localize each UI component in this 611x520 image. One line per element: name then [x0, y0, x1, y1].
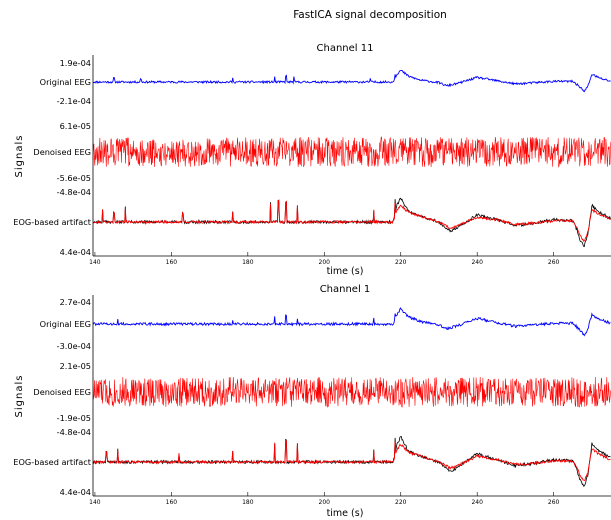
chart-panel-1: Channel 11 1.9e-04 Original EEG -2.1e-04 6.1…	[13, 43, 611, 277]
x-tick-label: 240	[471, 259, 483, 266]
series-1: 2.1e-05 Denoised EEG -1.9e-05	[33, 361, 611, 423]
series-line	[93, 70, 611, 93]
x-tick-label: 260	[548, 499, 560, 506]
series-bottom-value: -3.0e-04	[57, 341, 91, 351]
series-line	[92, 136, 611, 168]
x-tick-label: 200	[319, 259, 331, 266]
series-0: 1.9e-04 Original EEG -2.1e-04	[40, 58, 611, 106]
panels: Channel 11 1.9e-04 Original EEG -2.1e-04 6.1…	[13, 43, 611, 519]
series-top-value: 6.1e-05	[60, 121, 91, 131]
x-axis-label: time (s)	[327, 266, 364, 277]
series-line	[92, 199, 611, 242]
x-axis-label: time (s)	[327, 508, 364, 519]
figure-title: FastICA signal decomposition	[293, 9, 447, 21]
series-top-value: -4.8e-04	[57, 187, 91, 197]
x-tick-label: 180	[242, 499, 254, 506]
chart-title: Channel 11	[317, 43, 374, 54]
series-name: Denoised EEG	[33, 387, 91, 397]
series-0: 2.7e-04 Original EEG -3.0e-04	[40, 297, 611, 351]
series-bottom-value: -1.9e-05	[57, 413, 91, 423]
series-name: Original EEG	[40, 77, 91, 87]
series-top-value: 2.1e-05	[60, 361, 91, 371]
series-2: -4.8e-04 EOG-based artifact 4.4e-04	[13, 427, 611, 497]
series-line	[92, 307, 611, 337]
x-tick-label: 220	[395, 259, 407, 266]
chart-title: Channel 1	[320, 284, 371, 295]
series-bottom-value: -5.6e-05	[57, 173, 91, 183]
series-top-value: 2.7e-04	[60, 297, 91, 307]
series-name: Denoised EEG	[33, 147, 91, 157]
series-name: EOG-based artifact	[13, 217, 92, 227]
x-tick-label: 140	[89, 499, 101, 506]
series-line-reference	[92, 436, 611, 487]
series-name: Original EEG	[40, 319, 91, 329]
series-1: 6.1e-05 Denoised EEG -5.6e-05	[33, 121, 611, 183]
y-axis-label-bottom: Signals	[14, 375, 25, 418]
y-axis-label-top: Signals	[14, 135, 25, 178]
x-tick-label: 220	[395, 499, 407, 506]
series-line	[92, 376, 611, 408]
series-name: EOG-based artifact	[13, 457, 92, 467]
x-tick-label: 260	[548, 259, 560, 266]
chart-panel-2: Channel 1 2.7e-04 Original EEG -3.0e-04 2.1e…	[13, 284, 611, 519]
x-tick-label: 240	[471, 499, 483, 506]
x-tick-label: 140	[89, 259, 101, 266]
series-2: -4.8e-04 EOG-based artifact 4.4e-04	[13, 187, 611, 257]
series-bottom-value: 4.4e-04	[60, 247, 91, 257]
series-top-value: 1.9e-04	[60, 58, 91, 68]
series-bottom-value: 4.4e-04	[60, 487, 91, 497]
series-line	[92, 439, 611, 482]
series-bottom-value: -2.1e-04	[57, 96, 91, 106]
x-tick-label: 160	[166, 499, 178, 506]
x-tick-label: 180	[242, 259, 254, 266]
x-tick-label: 200	[319, 499, 331, 506]
series-top-value: -4.8e-04	[57, 427, 91, 437]
x-tick-label: 160	[166, 259, 178, 266]
